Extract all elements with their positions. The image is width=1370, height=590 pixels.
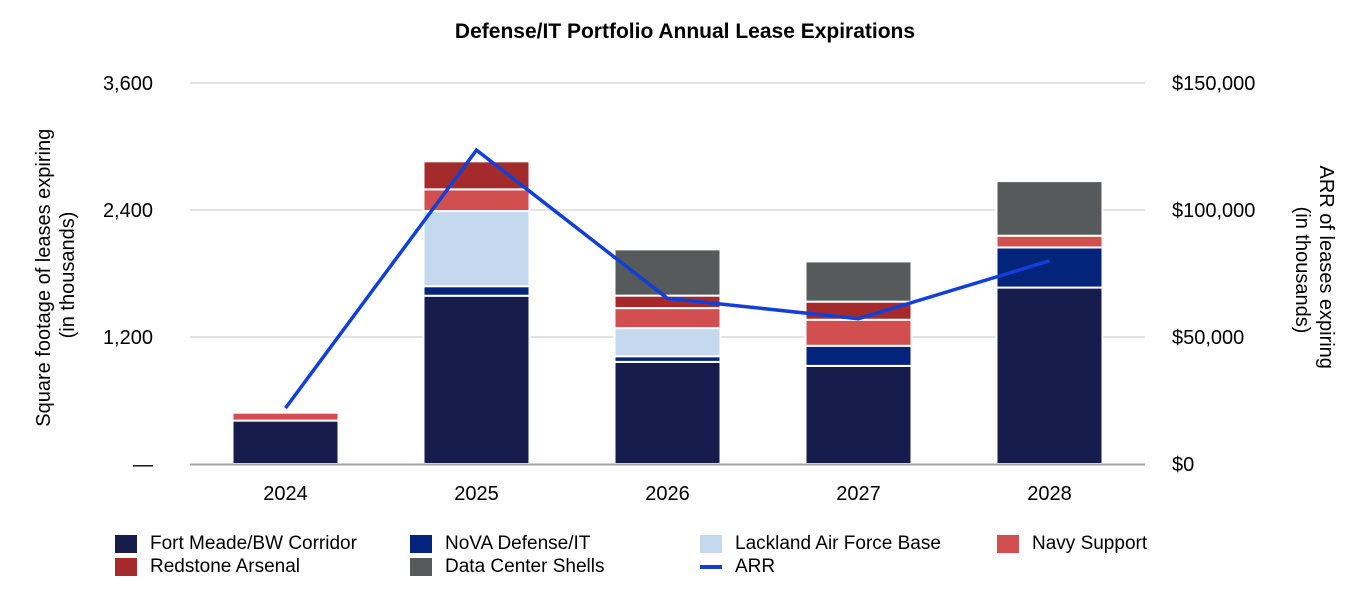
legend-item-data-center: Data Center Shells (410, 556, 604, 578)
bar-segment-fort-meade-bw-corridor-2024 (231, 419, 340, 466)
left-axis-ticks: — 1,200 2,400 3,600 (103, 73, 153, 476)
bars (231, 160, 1104, 466)
legend-label: ARR (735, 556, 776, 577)
x-tick-label: 2024 (263, 483, 308, 505)
bar-segment-fort-meade-bw-corridor-2027 (804, 364, 913, 465)
y-tick-label: 2,400 (103, 200, 153, 222)
legend-swatch (410, 558, 432, 576)
legend-swatch (410, 535, 432, 553)
legend-swatch (115, 558, 137, 576)
legend-swatch (700, 535, 722, 553)
legend-item-redstone: Redstone Arsenal (115, 556, 300, 578)
bar-segment-data-center-shells-2027 (804, 260, 913, 303)
bar-segment-data-center-shells-2026 (613, 248, 722, 297)
left-axis-label: Square footage of leases expiring (in th… (33, 123, 79, 427)
legend-swatch (997, 535, 1019, 553)
bar-segment-fort-meade-bw-corridor-2026 (613, 360, 722, 465)
legend-item-arr: ARR (700, 556, 775, 578)
arr-line-group (284, 147, 1051, 410)
bar-segment-navy-support-2027 (804, 318, 913, 347)
legend-swatch (115, 535, 137, 553)
legend-label: NoVA Defense/IT (445, 533, 591, 554)
x-tick-label: 2025 (454, 483, 499, 505)
bar-segment-navy-support-2026 (613, 307, 722, 330)
legend-item-fort-meade: Fort Meade/BW Corridor (115, 533, 357, 555)
legend-label: Lackland Air Force Base (735, 533, 941, 554)
legend-item-lackland: Lackland Air Force Base (700, 533, 941, 555)
legend-line-swatch (700, 565, 722, 569)
x-tick-label: 2027 (836, 483, 881, 505)
y-tick-label: — (133, 454, 153, 476)
x-tick-label: 2026 (645, 483, 690, 505)
bar-segment-data-center-shells-2028 (995, 180, 1104, 237)
right-axis-ticks: $0 $50,000 $100,000 $150,000 (1172, 73, 1255, 476)
bar-segment-redstone-arsenal-2025 (422, 160, 531, 191)
legend-label: Fort Meade/BW Corridor (150, 533, 357, 554)
legend-label: Navy Support (1032, 533, 1148, 554)
legend-item-navy: Navy Support (997, 533, 1147, 555)
bar-segment-navy-support-2024 (231, 411, 340, 422)
x-tick-label: 2028 (1027, 483, 1072, 505)
bar-segment-nova-defense-it-2025 (422, 285, 531, 297)
bar-segment-lackland-air-force-base-2026 (613, 327, 722, 358)
bar-segment-nova-defense-it-2027 (804, 344, 913, 367)
y2-tick-label: $100,000 (1172, 200, 1255, 222)
y2-tick-label: $150,000 (1172, 73, 1255, 95)
chart-title: Defense/IT Portfolio Annual Lease Expira… (455, 20, 915, 43)
lease-expirations-chart: Defense/IT Portfolio Annual Lease Expira… (33, 20, 1337, 505)
bar-segment-fort-meade-bw-corridor-2025 (422, 294, 531, 465)
y2-tick-label: $50,000 (1172, 327, 1244, 349)
x-axis-ticks: 2024 2025 2026 2027 2028 (263, 483, 1072, 505)
legend-label: Data Center Shells (445, 556, 605, 577)
legend-label: Redstone Arsenal (150, 556, 300, 577)
bar-segment-lackland-air-force-base-2025 (422, 210, 531, 288)
bar-segment-nova-defense-it-2028 (995, 246, 1104, 289)
y-tick-label: 1,200 (103, 327, 153, 349)
bar-segment-navy-support-2028 (995, 234, 1104, 249)
right-axis-label: ARR of leases expiring (in thousands) (1291, 166, 1337, 375)
bar-segment-fort-meade-bw-corridor-2028 (995, 286, 1104, 465)
y-tick-label: 3,600 (103, 73, 153, 95)
y2-tick-label: $0 (1172, 454, 1194, 476)
legend-item-nova: NoVA Defense/IT (410, 533, 590, 555)
